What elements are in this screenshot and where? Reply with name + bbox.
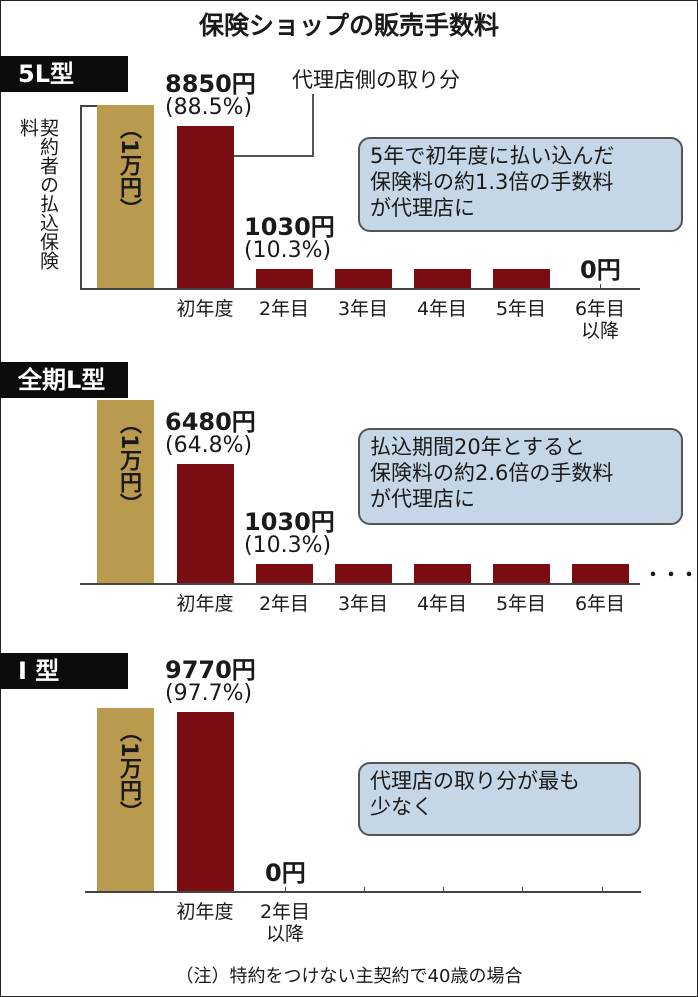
x-tick-label: 4年目 (416, 593, 468, 615)
callout-box: 5年で初年度に払い込んだ 保険料の約1.3倍の手数料 が代理店に (358, 137, 683, 232)
x-tick-label: 初年度 (176, 298, 234, 320)
footnote: （注）特約をつけない主契約で40歳の場合 (175, 966, 523, 987)
commission-bar (335, 564, 392, 583)
commission-bar (335, 269, 392, 288)
x-tick-label: 4年目 (416, 298, 468, 320)
x-tick-label: 6年目 以降 (574, 298, 626, 342)
x-tick-label: 2年目 (258, 298, 310, 320)
x-tick (364, 887, 365, 892)
premium-bracket (80, 105, 97, 288)
x-axis-line (80, 288, 640, 290)
chart-title: 保険ショップの販売手数料 (198, 11, 499, 40)
premium-bar-label: （1万円） (116, 117, 141, 221)
commission-bar (572, 564, 629, 583)
premium-bar (97, 400, 154, 583)
commission-bar (177, 712, 234, 891)
leader-label: 代理店側の取り分 (292, 68, 460, 92)
continuation-dots: ・・・ (644, 565, 698, 586)
y-axis-label: 契約者の払込保険料 (17, 118, 59, 270)
x-tick-label: 3年目 (337, 593, 389, 615)
premium-bar (97, 708, 154, 891)
x-tick-label: 5年目 (495, 298, 547, 320)
data-label: 8850円 (88.5%) (165, 70, 256, 121)
commission-bar (493, 564, 550, 583)
premium-bar-label: （1万円） (116, 720, 141, 824)
x-tick-label: 初年度 (176, 593, 234, 615)
commission-bar (177, 126, 234, 288)
commission-bar (256, 564, 313, 583)
panel-label: 全期L型 (0, 362, 128, 398)
commission-bar (256, 269, 313, 288)
premium-bar-label: （1万円） (116, 412, 141, 516)
data-label: 0円 (265, 859, 306, 887)
leader-line (234, 94, 314, 157)
commission-bar (414, 564, 471, 583)
commission-bar (414, 269, 471, 288)
data-label: 9770円 (97.7%) (165, 656, 256, 707)
x-tick-label: 6年目 (574, 593, 626, 615)
data-label: 1030円 (10.3%) (244, 213, 335, 264)
x-tick (285, 887, 286, 892)
x-tick (522, 887, 523, 892)
x-tick-label: 2年目 (258, 593, 310, 615)
commission-bar (493, 269, 550, 288)
data-label: 0円 (580, 256, 621, 284)
x-tick-label: 2年目 以降 (259, 901, 311, 945)
x-tick (602, 887, 603, 892)
commission-bar (177, 464, 234, 583)
x-axis-line (85, 891, 641, 893)
callout-box: 払込期間20年とすると 保険料の約2.6倍の手数料 が代理店に (358, 428, 683, 525)
callout-box: 代理店の取り分が最も 少なく (358, 762, 641, 836)
x-axis-line (80, 583, 640, 585)
x-tick-label: 初年度 (176, 901, 234, 923)
x-tick-label: 3年目 (337, 298, 389, 320)
panel-label: I 型 (0, 653, 128, 689)
x-tick (600, 284, 601, 289)
panel-label: 5L型 (0, 56, 128, 92)
data-label: 1030円 (10.3%) (244, 508, 335, 559)
data-label: 6480円 (64.8%) (165, 408, 256, 459)
premium-bar (97, 105, 154, 288)
x-tick (443, 887, 444, 892)
x-tick-label: 5年目 (495, 593, 547, 615)
